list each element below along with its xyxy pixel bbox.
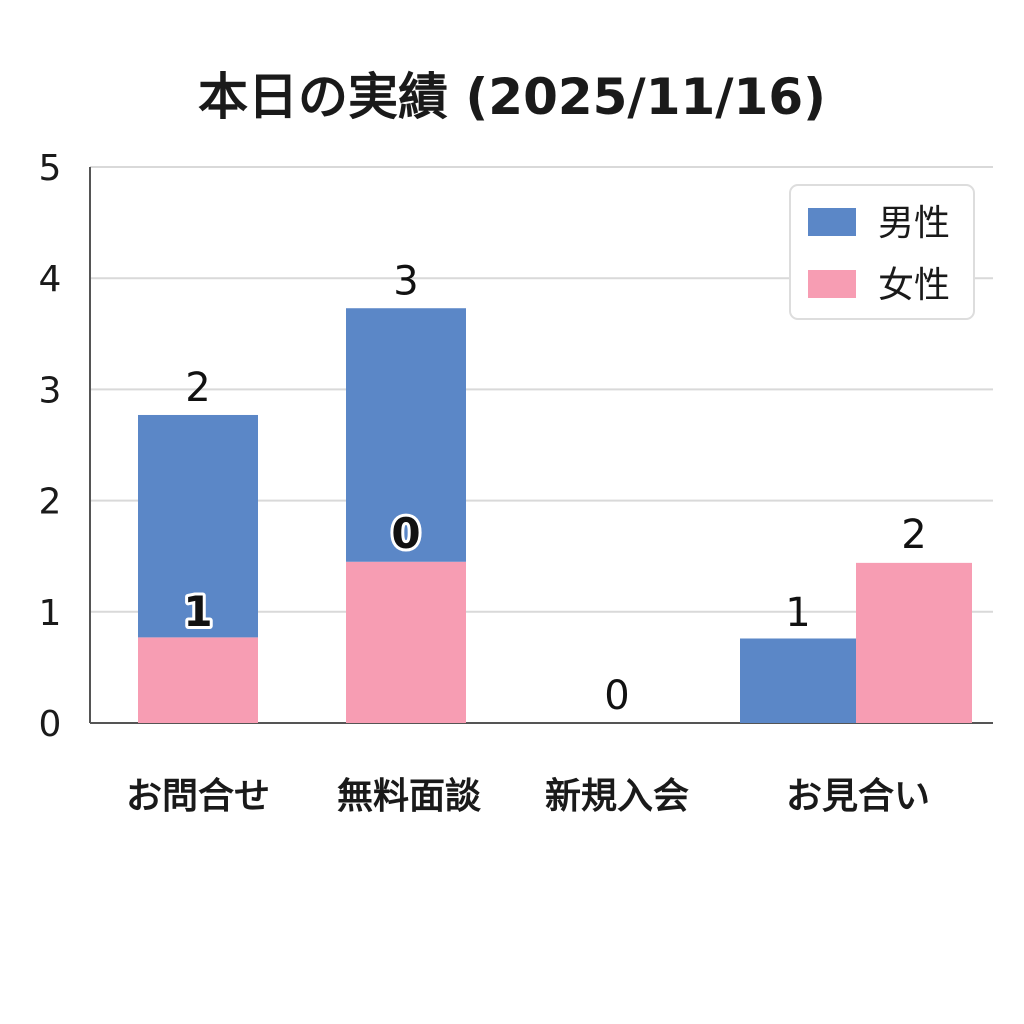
axes: 0 1 2 3 4 5 <box>39 148 993 745</box>
bar-segment <box>138 637 258 723</box>
x-tick-label: お問合せ <box>126 776 270 817</box>
data-label: 3 <box>393 258 418 304</box>
y-tick-label: 5 <box>39 148 62 189</box>
x-tick-label: お見合い <box>786 776 930 817</box>
bar-segment <box>346 561 466 723</box>
legend-swatch <box>808 270 856 298</box>
y-tick-label: 0 <box>39 704 62 745</box>
data-label: 0 <box>604 673 629 719</box>
bar-segment <box>346 308 466 562</box>
x-tick-label: 無料面談 <box>337 776 481 817</box>
y-tick-label: 2 <box>39 482 62 523</box>
data-label: 1 <box>785 590 810 636</box>
data-label: 0 <box>391 509 420 558</box>
bars <box>138 308 972 723</box>
bar-segment <box>740 638 856 723</box>
y-tick-label: 4 <box>39 259 62 300</box>
bar-segment <box>856 562 972 723</box>
legend-swatch <box>808 208 856 236</box>
value-labels: 1 2 0 3 0 1 2 <box>180 258 926 719</box>
data-label: 1 <box>183 587 212 636</box>
category-labels: お問合せ 無料面談 新規入会 お見合い <box>126 776 930 817</box>
data-label: 2 <box>901 512 926 558</box>
x-tick-label: 新規入会 <box>545 776 689 817</box>
chart-title: 本日の実績 (2025/11/16) <box>198 68 826 126</box>
legend-label: 女性 <box>878 265 950 306</box>
data-label: 2 <box>185 365 210 411</box>
y-tick-label: 1 <box>39 593 62 634</box>
legend-label: 男性 <box>878 203 950 244</box>
y-tick-label: 3 <box>39 370 62 411</box>
bar-segment <box>138 414 258 638</box>
